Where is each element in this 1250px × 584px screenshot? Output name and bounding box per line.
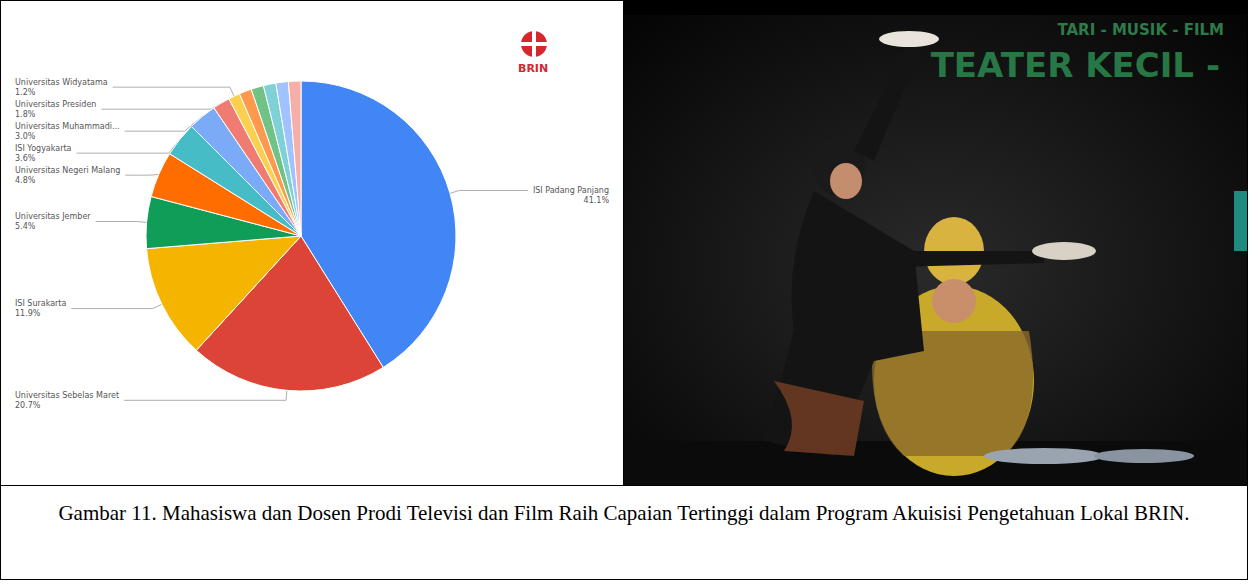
svg-text:ISI Surakarta: ISI Surakarta [15, 299, 67, 308]
svg-text:20.7%: 20.7% [15, 401, 41, 410]
svg-text:Universitas Sebelas Maret: Universitas Sebelas Maret [15, 391, 119, 400]
svg-text:4.8%: 4.8% [15, 176, 36, 185]
svg-text:Universitas Widyatama: Universitas Widyatama [15, 78, 108, 87]
svg-text:1.8%: 1.8% [15, 110, 36, 119]
svg-text:ISI Yogyakarta: ISI Yogyakarta [15, 144, 72, 153]
svg-text:Universitas Jember: Universitas Jember [15, 212, 91, 221]
svg-text:Universitas Negeri Malang: Universitas Negeri Malang [15, 166, 120, 175]
svg-text:11.9%: 11.9% [15, 309, 41, 318]
svg-text:3.0%: 3.0% [15, 132, 36, 141]
svg-text:ISI Padang Panjang: ISI Padang Panjang [533, 186, 609, 195]
svg-text:Universitas Presiden: Universitas Presiden [15, 100, 96, 109]
svg-text:TARI - MUSIK - FILM: TARI - MUSIK - FILM [1057, 21, 1224, 39]
svg-text:41.1%: 41.1% [584, 196, 610, 205]
html-text:Gambar 11. Mahasiswa dan Dosen: Gambar 11. Mahasiswa dan Dosen Prodi Tel… [58, 501, 1190, 525]
svg-text:3.6%: 3.6% [15, 154, 36, 163]
svg-text:TEATER KECIL -: TEATER KECIL - [931, 45, 1220, 85]
svg-text:5.4%: 5.4% [15, 222, 36, 231]
svg-text:BRIN: BRIN [518, 62, 548, 75]
svg-text:1.2%: 1.2% [15, 88, 36, 97]
svg-text:Universitas Muhammadi...: Universitas Muhammadi... [15, 122, 120, 131]
